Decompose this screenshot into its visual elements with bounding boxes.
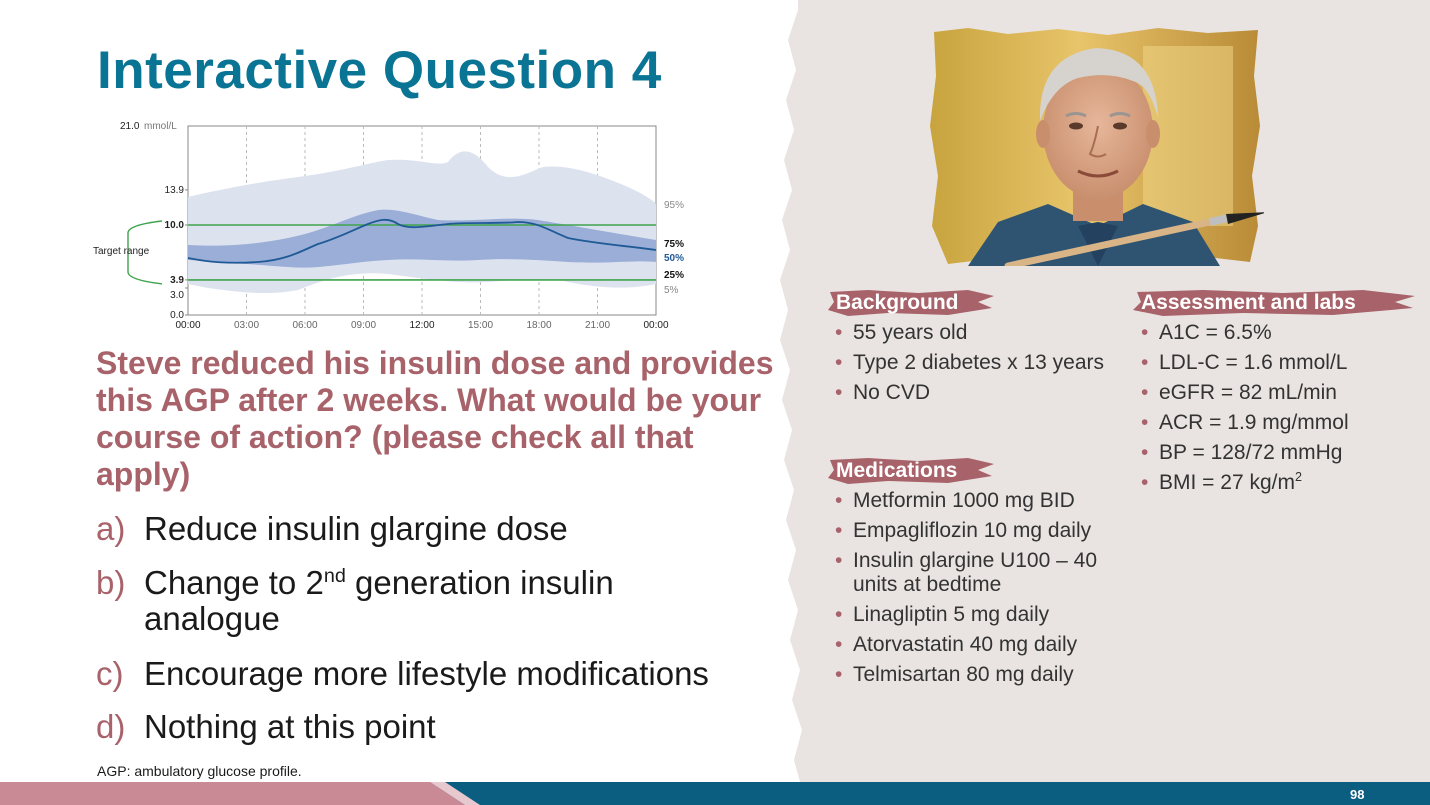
- agp-median-line: [187, 218, 657, 264]
- brush-stroke: [1133, 290, 1415, 316]
- agp-labels: 21.0 mmol/L 13.9 10.0 3.9 3.0 0.0 Target range 0…: [93, 121, 684, 331]
- list-item: LDL-C = 1.6 mmol/L: [1141, 351, 1421, 375]
- list-item: Atorvastatin 40 mg daily: [835, 633, 1125, 657]
- slide-title: Interactive Question 4: [97, 41, 662, 100]
- agp-percentile-label: 95%: [664, 200, 684, 211]
- assessment-heading-text: Assessment and labs: [1141, 291, 1356, 314]
- agp-x-tick-label: 12:00: [409, 320, 434, 331]
- agp-x-tick-label: 00:00: [175, 320, 200, 331]
- option-c-text: Encourage more lifestyle modifications: [144, 655, 709, 692]
- agp-x-tick-label: 15:00: [468, 320, 493, 331]
- list-item: 55 years old: [835, 321, 1105, 345]
- agp-band-inner: [188, 209, 656, 268]
- agp-chart: 21.0 mmol/L 13.9 10.0 3.9 3.0 0.0 Target range 0…: [93, 121, 684, 331]
- agp-y-tick-label: 0.0: [170, 310, 184, 321]
- agp-target-bracket: [127, 220, 163, 285]
- agp-x-tick-label: 06:00: [292, 320, 317, 331]
- agp-percentile-label: 75%: [664, 239, 684, 250]
- list-item: Linagliptin 5 mg daily: [835, 603, 1125, 627]
- agp-y-unit: mmol/L: [144, 121, 177, 132]
- background-heading: Background: [828, 288, 994, 318]
- brush-stroke: [828, 290, 994, 316]
- bmi-sup: 2: [1294, 470, 1302, 484]
- agp-y-tick-label: 10.0: [165, 220, 185, 231]
- list-item: Telmisartan 80 mg daily: [835, 663, 1125, 687]
- agp-y-tick-label: 3.0: [170, 290, 184, 301]
- list-item: BP = 128/72 mmHg: [1141, 441, 1421, 465]
- bmi-text: BMI = 27 kg/m: [1159, 471, 1295, 494]
- agp-x-tick-label: 18:00: [526, 320, 551, 331]
- list-item: No CVD: [835, 381, 1105, 405]
- footnote: AGP: ambulatory glucose profile.: [97, 763, 302, 779]
- list-item: Type 2 diabetes x 13 years: [835, 351, 1105, 375]
- medications-heading-text: Medications: [836, 459, 958, 482]
- list-item: eGFR = 82 mL/min: [1141, 381, 1421, 405]
- agp-percentile-label: 50%: [664, 253, 684, 264]
- assessment-list: A1C = 6.5% LDL-C = 1.6 mmol/L eGFR = 82 …: [1141, 321, 1421, 501]
- agp-percentile-label: 5%: [664, 285, 679, 296]
- option-b-text-pre: Change to 2: [144, 564, 324, 601]
- agp-x-tick-label: 00:00: [643, 320, 668, 331]
- agp-y-tick-label: 21.0: [120, 121, 140, 132]
- assessment-heading: Assessment and labs: [1133, 288, 1415, 318]
- option-a-text: Reduce insulin glargine dose: [144, 510, 568, 547]
- background-heading-text: Background: [836, 291, 959, 314]
- agp-x-tick-label: 03:00: [234, 320, 259, 331]
- agp-y-tick-label: 3.9: [170, 275, 184, 286]
- footer-bar: [0, 782, 1430, 805]
- agp-x-tick-label: 09:00: [351, 320, 376, 331]
- option-d-letter: d): [96, 708, 126, 745]
- agp-x-tick-label: 21:00: [585, 320, 610, 331]
- brush-stroke: [828, 458, 994, 484]
- option-b-text-post: generation insulin analogue: [144, 564, 614, 637]
- list-item: Insulin glargine U100 – 40 units at bedt…: [835, 549, 1125, 597]
- page-number: 98: [1350, 787, 1365, 802]
- agp-bands: [127, 125, 657, 316]
- option-a-letter: a): [96, 510, 126, 547]
- option-b-text-sup: nd: [323, 565, 346, 587]
- option-b-letter: b): [96, 564, 126, 601]
- agp-y-tick-label: 13.9: [165, 185, 185, 196]
- agp-target-range-label: Target range: [93, 246, 150, 257]
- option-d-text: Nothing at this point: [144, 708, 436, 745]
- list-item: BMI = 27 kg/m2: [1141, 471, 1421, 495]
- list-item: A1C = 6.5%: [1141, 321, 1421, 345]
- question-text: Steve reduced his insulin dose and provi…: [96, 345, 774, 492]
- list-item: Metformin 1000 mg BID: [835, 489, 1125, 513]
- list-item: ACR = 1.9 mg/mmol: [1141, 411, 1421, 435]
- agp-percentile-label: 25%: [664, 270, 684, 281]
- option-c-letter: c): [96, 655, 124, 692]
- option-b-text: Change to 2nd generation insulin analogu…: [144, 565, 704, 637]
- list-item: Empagliflozin 10 mg daily: [835, 519, 1125, 543]
- background-list: 55 years old Type 2 diabetes x 13 years …: [835, 321, 1105, 411]
- medications-heading: Medications: [828, 456, 994, 486]
- portrait-of-older-man-with-paintbrush-icon: [930, 28, 1264, 266]
- medications-list: Metformin 1000 mg BID Empagliflozin 10 m…: [835, 489, 1125, 693]
